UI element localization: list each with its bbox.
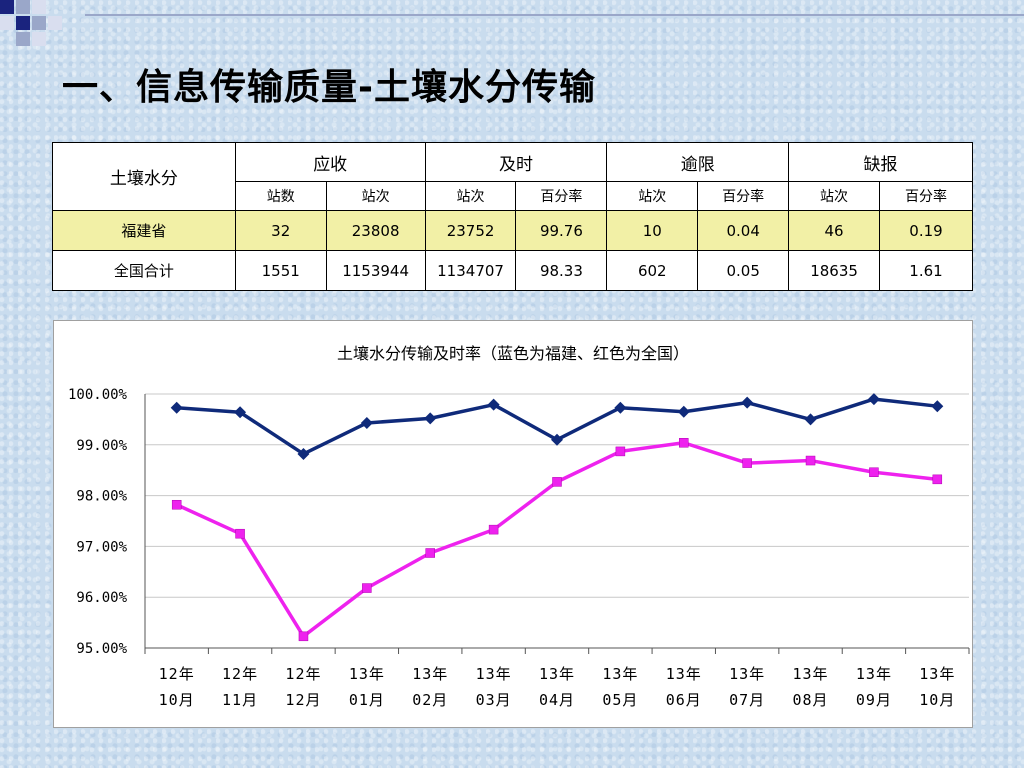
table-cell: 98.33: [515, 250, 608, 291]
data-point: [297, 447, 310, 460]
table-cell: 1.61: [878, 250, 974, 291]
table-cell: 10: [606, 210, 699, 251]
y-tick-label: 96.00%: [76, 590, 127, 606]
y-tick-label: 98.00%: [76, 489, 127, 505]
x-tick-label: 13年: [602, 665, 638, 683]
x-tick-label: 06月: [666, 691, 702, 709]
x-tick-label: 04月: [539, 691, 575, 709]
corner-decoration: [0, 0, 62, 46]
data-point: [614, 401, 627, 414]
x-tick-label: 01月: [349, 691, 385, 709]
data-point: [931, 400, 944, 413]
x-tick-label: 13年: [729, 665, 765, 683]
data-point: [552, 477, 562, 487]
x-tick-label: 08月: [793, 691, 829, 709]
table-cell: 0.04: [697, 210, 790, 251]
data-point: [425, 548, 435, 558]
x-tick-label: 12年: [285, 665, 321, 683]
subheader: 百分率: [515, 181, 608, 211]
data-point: [677, 405, 690, 418]
data-point: [804, 413, 817, 426]
slide-title: 一、信息传输质量-土壤水分传输: [62, 67, 596, 108]
x-tick-label: 10月: [159, 691, 195, 709]
data-point: [171, 499, 182, 510]
group-header-timely: 及时: [424, 142, 608, 182]
subheader: 站次: [424, 181, 517, 211]
data-point: [869, 467, 879, 477]
table-cell: 602: [606, 250, 699, 291]
data-point: [551, 433, 563, 446]
table-cell: 46: [788, 210, 880, 251]
x-tick-label: 05月: [602, 691, 638, 709]
table-cell: 1551: [234, 250, 327, 291]
x-tick-label: 12月: [285, 691, 321, 709]
data-point: [488, 524, 499, 535]
table-cell: 18635: [788, 250, 880, 291]
x-tick-label: 13年: [793, 665, 829, 683]
x-tick-label: 13年: [412, 665, 448, 683]
subheader: 百分率: [878, 181, 974, 211]
data-point: [805, 455, 816, 466]
data-point: [679, 438, 689, 448]
data-point: [742, 458, 752, 468]
table-cell: 99.76: [515, 210, 608, 251]
subheader: 站次: [606, 181, 699, 211]
data-point: [234, 406, 247, 419]
data-point: [360, 416, 373, 429]
data-point: [487, 398, 500, 411]
table-corner-header: 土壤水分: [52, 142, 236, 211]
x-tick-label: 02月: [412, 691, 448, 709]
x-tick-label: 13年: [539, 665, 575, 683]
x-tick-label: 12年: [222, 665, 258, 683]
x-tick-label: 13年: [349, 665, 385, 683]
chart-title: 土壤水分传输及时率（蓝色为福建、红色为全国）: [337, 344, 689, 363]
y-tick-label: 99.00%: [76, 438, 127, 454]
subheader: 站次: [325, 181, 426, 211]
data-point: [615, 446, 626, 457]
x-tick-label: 13年: [856, 665, 892, 683]
x-tick-label: 13年: [476, 665, 512, 683]
header-rule: [85, 14, 1024, 16]
line-chart: 土壤水分传输及时率（蓝色为福建、红色为全国） 95.00% 96.00% 97.00…: [53, 320, 973, 728]
chart-canvas: 土壤水分传输及时率（蓝色为福建、红色为全国） 95.00% 96.00% 97.00…: [68, 344, 970, 709]
table-cell: 1134707: [424, 250, 517, 291]
data-point: [298, 631, 309, 642]
table-cell: 0.05: [697, 250, 790, 291]
data-point: [235, 528, 245, 539]
x-tick-label: 13年: [666, 665, 702, 683]
table-cell: 0.19: [878, 210, 974, 251]
x-tick-label: 13年: [919, 665, 955, 683]
subheader: 站数: [234, 181, 327, 211]
data-point: [362, 583, 372, 593]
data-point: [424, 412, 437, 425]
group-header-receivable: 应收: [234, 142, 426, 182]
y-tick-label: 95.00%: [76, 641, 127, 657]
y-tick-label: 97.00%: [76, 539, 127, 555]
row-name: 全国合计: [52, 250, 236, 291]
table-row: 福建省 32 23808 23752 99.76 10 0.04 46 0.19: [52, 210, 974, 251]
data-point: [741, 396, 754, 409]
x-tick-label: 11月: [222, 691, 258, 709]
data-point: [932, 474, 943, 485]
table-cell: 32: [234, 210, 327, 251]
x-tick-label: 07月: [729, 691, 765, 709]
data-point: [867, 393, 880, 406]
group-header-missing: 缺报: [788, 142, 973, 182]
x-tick-label: 12年: [159, 665, 195, 683]
stats-table: 土壤水分 应收 及时 逾限 缺报 站数 站次 站次 百分率 站次 百分率 站次 …: [52, 142, 974, 291]
table-row: 全国合计 1551 1153944 1134707 98.33 602 0.05…: [52, 250, 974, 291]
table-cell: 23752: [424, 210, 517, 251]
row-name: 福建省: [52, 210, 236, 251]
subheader: 百分率: [697, 181, 790, 211]
group-header-overdue: 逾限: [606, 142, 790, 182]
y-tick-label: 100.00%: [68, 387, 128, 403]
subheader: 站次: [788, 181, 880, 211]
series-line: [175, 441, 938, 639]
x-tick-label: 03月: [476, 691, 512, 709]
table-cell: 23808: [325, 210, 426, 251]
x-tick-label: 10月: [919, 691, 955, 709]
table-cell: 1153944: [325, 250, 426, 291]
x-tick-label: 09月: [856, 691, 892, 709]
data-point: [170, 401, 183, 414]
